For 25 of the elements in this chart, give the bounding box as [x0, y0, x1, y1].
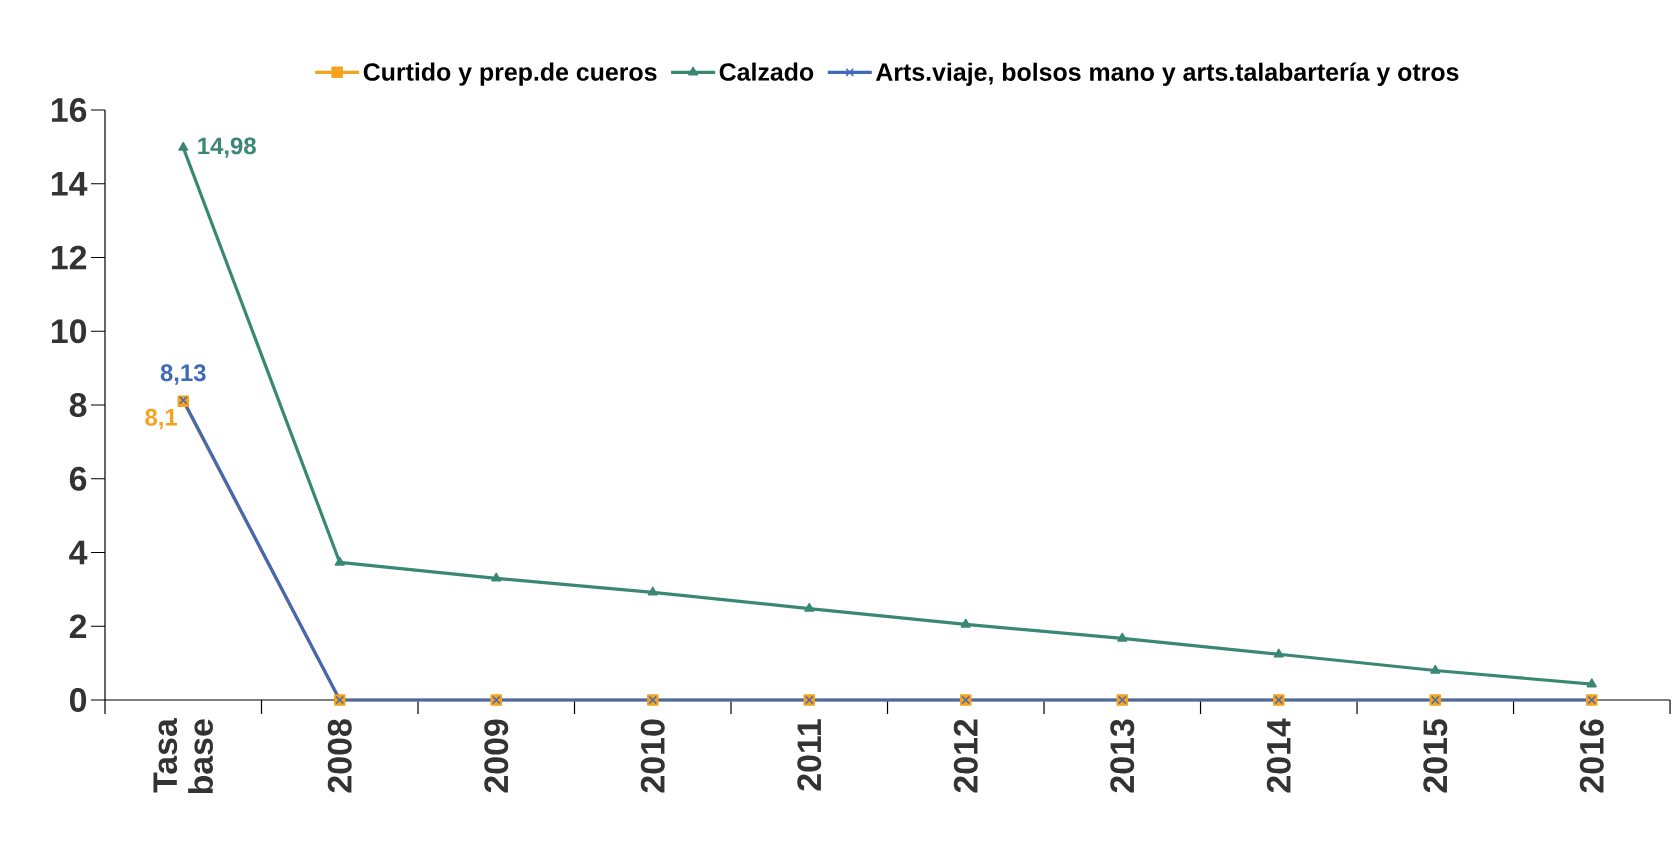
- y-tick-label: 14: [51, 172, 88, 196]
- y-tick-label: 12: [51, 245, 87, 270]
- y-tick-label: 8: [69, 393, 87, 417]
- legend-label: Curtido y prep.de cueros: [363, 62, 657, 86]
- y-tick-label: 10: [51, 319, 87, 344]
- x-tick-label: 2012: [953, 719, 978, 793]
- legend-label: Calzado: [719, 62, 814, 81]
- y-tick-label: 16: [51, 98, 87, 122]
- x-tick-label: 2008: [327, 719, 352, 793]
- x-tick-label: 2009: [484, 719, 509, 793]
- y-tick-label: 2: [69, 614, 87, 639]
- data-label: 8,13: [160, 364, 206, 385]
- x-tick-label: 2010: [640, 719, 665, 793]
- x-tick-label: 2013: [1110, 719, 1135, 793]
- x-tick-label: 2011: [797, 719, 822, 791]
- y-tick-label: 0: [69, 688, 87, 712]
- x-tick-label: 2014: [1266, 718, 1291, 793]
- y-tick-label: 6: [69, 466, 87, 491]
- x-tick-label: Tasa base: [153, 717, 213, 794]
- x-tick-label: 2016: [1579, 719, 1604, 793]
- legend-label: Arts.viaje, bolsos mano y arts.talabartería y otros: [875, 62, 1459, 86]
- y-tick-label: 4: [69, 540, 88, 565]
- x-tick-label: 2015: [1423, 719, 1448, 793]
- data-label: 14,98: [198, 137, 256, 158]
- data-label: 8,1: [145, 408, 178, 430]
